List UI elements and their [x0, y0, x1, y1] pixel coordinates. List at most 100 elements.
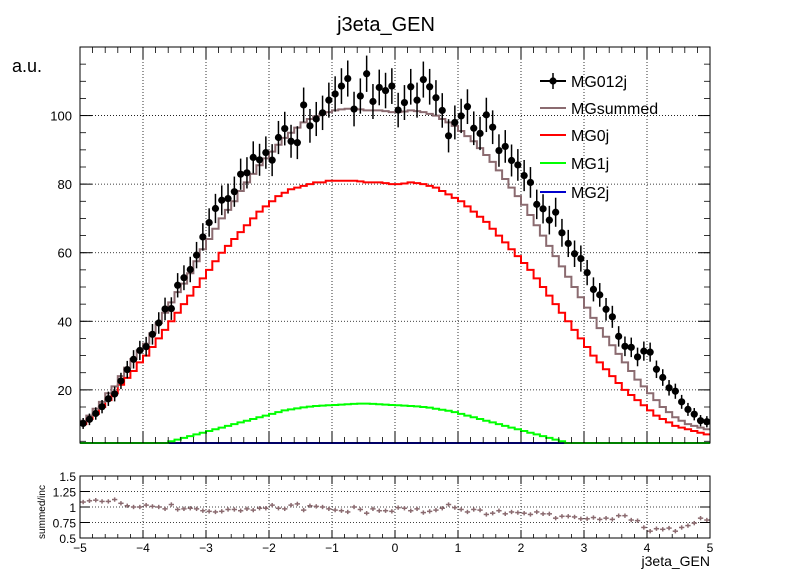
- ratio-point: [93, 498, 99, 503]
- legend-item-mgsummed: MGsummed: [540, 101, 658, 118]
- x-tick-label: −4: [136, 541, 150, 555]
- ratio-point: [672, 529, 678, 534]
- ratio-point: [200, 508, 206, 513]
- data-point: [92, 407, 100, 420]
- ratio-point: [395, 505, 401, 510]
- data-point: [369, 84, 377, 120]
- y-axis-label-top: a.u.: [12, 56, 42, 76]
- x-tick-label: −3: [199, 541, 213, 555]
- legend-label: MG0j: [571, 128, 609, 145]
- ratio-y-tick-label: 0.75: [53, 517, 77, 531]
- ratio-point: [382, 508, 389, 513]
- ratio-point: [691, 520, 697, 526]
- ratio-point: [364, 511, 370, 516]
- ratio-point: [256, 506, 263, 511]
- data-point: [552, 197, 560, 227]
- ratio-point: [99, 499, 105, 504]
- ratio-point: [345, 509, 351, 515]
- ratio-point: [634, 518, 641, 523]
- data-point: [192, 241, 201, 269]
- x-tick-label: −2: [262, 541, 276, 555]
- x-tick-label: 4: [644, 541, 651, 555]
- series-mg1j-histogram: [80, 402, 710, 444]
- ratio-point: [622, 513, 628, 518]
- ratio-y-tick-label: 1: [69, 501, 76, 515]
- data-point: [375, 69, 383, 106]
- ratio-point: [269, 502, 275, 508]
- ratio-point: [319, 504, 326, 510]
- ratio-point: [502, 511, 508, 516]
- ratio-point: [445, 502, 452, 507]
- ratio-point: [616, 513, 622, 518]
- ratio-point: [187, 506, 193, 511]
- ratio-point: [609, 517, 615, 522]
- legend-label: MG012j: [571, 74, 627, 91]
- ratio-point: [338, 508, 345, 513]
- data-point: [400, 85, 409, 121]
- data-point: [407, 68, 415, 105]
- data-point: [690, 408, 698, 421]
- data-point: [300, 87, 308, 123]
- data-point: [350, 91, 358, 127]
- data-point: [142, 336, 150, 357]
- data-point: [85, 413, 94, 426]
- ratio-point: [496, 508, 502, 513]
- ratio-point: [559, 514, 565, 519]
- ratio-point: [118, 501, 124, 506]
- x-tick-label: −1: [325, 541, 339, 555]
- ratio-point: [175, 507, 181, 512]
- data-point: [438, 93, 446, 128]
- data-point: [148, 324, 157, 345]
- ratio-point: [603, 515, 609, 521]
- ratio-point: [105, 499, 111, 504]
- data-point: [274, 120, 283, 155]
- data-point: [596, 283, 604, 307]
- data-point: [363, 55, 371, 92]
- data-point: [237, 158, 245, 190]
- ratio-point: [408, 508, 414, 513]
- ratio-point: [571, 514, 578, 520]
- y-tick-label: 40: [58, 314, 72, 329]
- data-point: [205, 208, 213, 237]
- data-point: [117, 372, 125, 390]
- data-point: [104, 391, 112, 406]
- legend-label: MG1j: [571, 156, 609, 173]
- data-point: [186, 256, 194, 283]
- data-point: [230, 176, 238, 207]
- ratio-point: [697, 515, 704, 521]
- data-point: [501, 130, 509, 163]
- data-point: [489, 110, 497, 145]
- data-point: [615, 326, 623, 347]
- data-point: [533, 189, 541, 220]
- ratio-point: [263, 506, 269, 511]
- data-point: [426, 68, 434, 105]
- data-point: [495, 134, 503, 167]
- ratio-point: [433, 507, 439, 513]
- ratio-point: [660, 527, 666, 532]
- data-point: [419, 61, 427, 98]
- ratio-plot-frame: [79, 475, 711, 539]
- ratio-point: [168, 502, 174, 507]
- ratio-point: [679, 525, 685, 530]
- ratio-point: [414, 506, 420, 512]
- ratio-point: [508, 509, 515, 515]
- data-point: [224, 183, 232, 214]
- ratio-point: [80, 499, 86, 505]
- ratio-point: [143, 502, 149, 508]
- data-point: [451, 105, 459, 140]
- ratio-point: [250, 507, 256, 513]
- x-tick-label: −5: [73, 541, 87, 555]
- ratio-point: [458, 507, 464, 512]
- ratio-point: [641, 525, 647, 530]
- data-point: [476, 116, 484, 151]
- ratio-point: [427, 509, 433, 514]
- data-point: [293, 126, 301, 160]
- x-tick-label: 5: [707, 541, 714, 555]
- legend-label: MG2j: [571, 185, 609, 202]
- data-point: [577, 245, 585, 272]
- ratio-point: [420, 510, 426, 515]
- data-point: [671, 383, 679, 399]
- ratio-point: [590, 515, 597, 520]
